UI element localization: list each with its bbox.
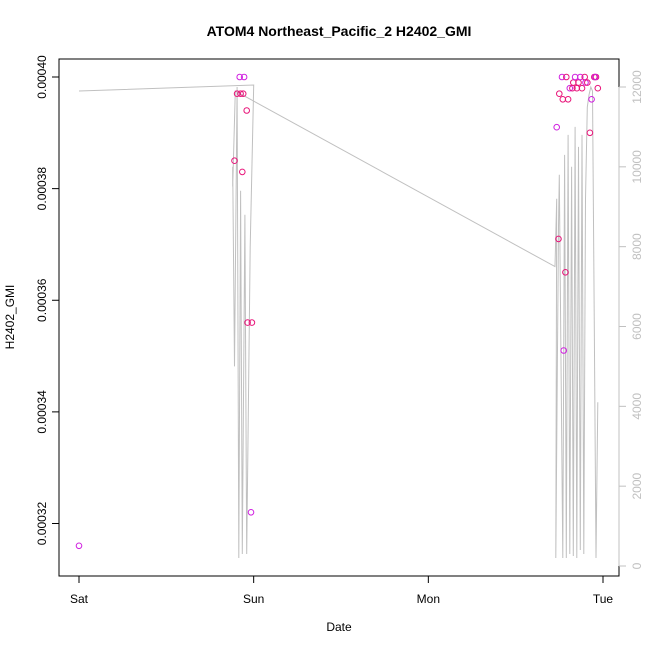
plot-frame	[58, 58, 620, 577]
data-point	[578, 84, 586, 92]
y2-tick-label: 6000	[630, 313, 644, 340]
chart-title: ATOM4 Northeast_Pacific_2 H2402_GMI	[207, 23, 472, 39]
data-point	[240, 73, 248, 81]
y-tick-label: 0.00036	[35, 278, 49, 322]
x-tick-label: Sat	[70, 592, 89, 606]
y2-tick-label: 10000	[630, 150, 644, 184]
x-axis: Sat Sun Mon Tue	[70, 575, 614, 606]
data-point	[588, 96, 595, 103]
y-tick-label: 0.00040	[35, 55, 49, 99]
data-point	[559, 96, 567, 103]
data-point	[247, 509, 255, 516]
series-line	[78, 84, 599, 559]
data-point	[582, 79, 589, 86]
y-axis-left: 0.00032 0.00034 0.00036 0.00038 0.00040	[35, 55, 60, 546]
y-axis-right: 0 2000 4000 6000 8000 10000 12000	[618, 70, 644, 569]
data-point	[566, 84, 574, 92]
data-point	[239, 168, 246, 176]
data-point	[560, 347, 568, 354]
data-layer	[75, 73, 602, 559]
data-point	[239, 90, 247, 97]
y2-tick-label: 8000	[630, 233, 644, 260]
y-tick-label: 0.00032	[35, 502, 49, 546]
data-point	[577, 73, 584, 81]
data-point	[243, 107, 250, 114]
y-tick-label: 0.00034	[35, 390, 49, 434]
data-point	[586, 129, 594, 137]
data-point	[75, 542, 83, 550]
data-point	[564, 96, 572, 103]
y2-tick-label: 0	[630, 562, 644, 569]
data-point	[558, 73, 566, 81]
y2-tick-label: 12000	[630, 70, 644, 104]
y-tick-label: 0.00038	[35, 167, 49, 211]
y-axis-label: H2402_GMI	[3, 285, 17, 350]
data-point	[563, 73, 570, 81]
data-point	[248, 319, 256, 326]
x-tick-label: Tue	[593, 592, 614, 606]
x-tick-label: Mon	[417, 592, 440, 606]
data-point	[594, 84, 602, 92]
data-point	[231, 157, 238, 164]
data-point	[556, 90, 563, 97]
data-point	[591, 73, 599, 81]
data-point	[236, 73, 243, 81]
x-tick-label: Sun	[243, 592, 264, 606]
data-point	[237, 90, 244, 97]
data-point	[553, 123, 561, 131]
data-point	[584, 79, 591, 86]
data-point	[555, 235, 562, 243]
y2-tick-label: 2000	[630, 472, 644, 499]
y2-tick-label: 4000	[630, 393, 644, 420]
data-point	[575, 79, 582, 86]
x-axis-label: Date	[326, 620, 352, 634]
data-point	[244, 319, 251, 326]
data-point	[562, 269, 569, 276]
